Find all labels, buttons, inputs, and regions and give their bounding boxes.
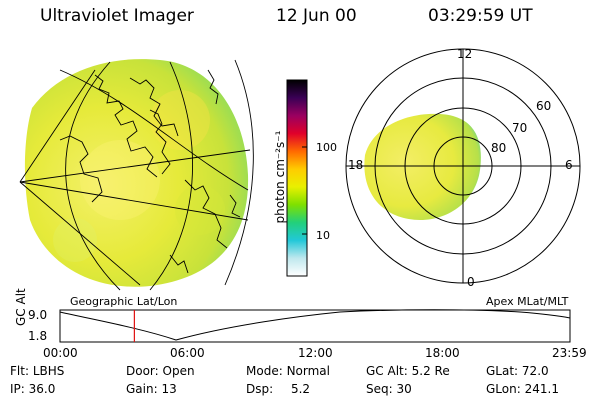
info-glon: GLon: 241.1 — [486, 382, 559, 396]
colorbar — [286, 79, 308, 277]
emission-speckle — [53, 90, 225, 262]
timeline-y-tick-high: 9.0 — [28, 308, 48, 322]
date-label: 12 Jun 00 — [276, 6, 357, 26]
timeline-x-tick-2359: 23:59 — [552, 346, 587, 360]
timeline-y-label: GC Alt — [14, 288, 28, 326]
apex-caption: Apex MLat/MLT — [486, 295, 569, 308]
info-door: Door: Open — [126, 364, 195, 378]
colorbar-tick-10: 10 — [316, 229, 330, 242]
timeline-x-tick-1200: 12:00 — [298, 346, 333, 360]
instrument-title: Ultraviolet Imager — [40, 6, 194, 26]
orbit-timeline — [59, 309, 571, 343]
mlat-label-70: 70 — [512, 121, 528, 135]
info-gc-alt: GC Alt: 5.2 Re — [366, 364, 450, 378]
mlt-label-0: 0 — [467, 275, 475, 289]
info-ip: IP: 36.0 — [10, 382, 56, 396]
mlt-label-6: 6 — [565, 158, 573, 172]
timeline-x-tick-0600: 06:00 — [170, 346, 205, 360]
latlon-grid — [19, 59, 254, 291]
info-gain: Gain: 13 — [126, 382, 177, 396]
info-glat: GLat: 72.0 — [486, 364, 549, 378]
timeline-x-tick-0000: 00:00 — [43, 346, 78, 360]
info-dsp: Dsp: 5.2 — [246, 382, 311, 396]
colorbar-unit-label: photon cm⁻²s⁻¹ — [273, 130, 287, 224]
timeline-x-tick-1800: 18:00 — [425, 346, 460, 360]
info-flt: Flt: LBHS — [10, 364, 65, 378]
geographic-image — [19, 59, 254, 291]
geographic-caption: Geographic Lat/Lon — [70, 295, 178, 308]
polar-grid — [345, 48, 581, 284]
mlt-label-12: 12 — [457, 47, 473, 61]
timeline-y-tick-low: 1.8 — [28, 329, 48, 343]
geographic-emission — [24, 59, 249, 287]
polar-emission — [364, 113, 481, 220]
colorbar-tick-100: 100 — [316, 141, 337, 154]
info-seq: Seq: 30 — [366, 382, 412, 396]
mlat-label-60: 60 — [536, 99, 552, 113]
mlt-label-18: 18 — [348, 158, 364, 172]
coastlines — [59, 69, 241, 274]
mlat-label-80: 80 — [491, 141, 507, 155]
time-label: 03:29:59 UT — [428, 6, 533, 26]
polar-plot — [345, 48, 581, 284]
colorbar-ramp — [286, 79, 308, 277]
info-mode: Mode: Normal — [246, 364, 330, 378]
